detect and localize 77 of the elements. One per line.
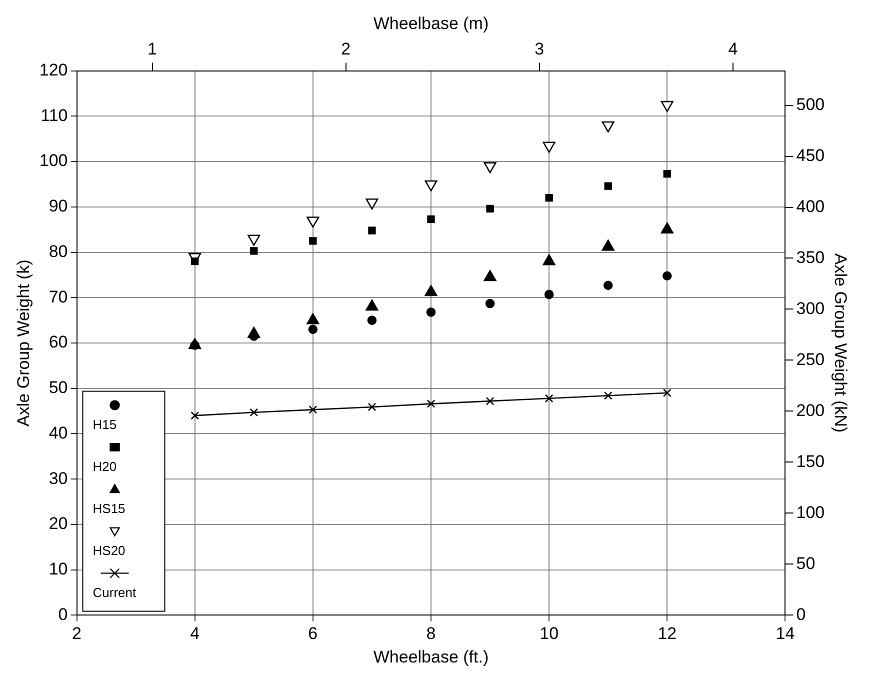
- y-tick-label: 40: [48, 423, 68, 442]
- y2-tick-label: 400: [796, 196, 825, 216]
- legend-label: H20: [92, 458, 117, 474]
- legend-label: Current: [92, 584, 136, 600]
- point: [368, 226, 376, 234]
- x2-axis-title: Wheelbase (m): [373, 14, 489, 33]
- point: [544, 394, 554, 403]
- x-tick-label: 12: [658, 624, 677, 644]
- point: [248, 234, 260, 246]
- point: [366, 198, 378, 210]
- legend-label: H15: [92, 416, 117, 432]
- y-tick-label: 120: [39, 60, 68, 80]
- point: [250, 247, 258, 255]
- point: [190, 411, 200, 420]
- y-tick-label: 0: [58, 604, 68, 624]
- point: [367, 316, 377, 325]
- point: [308, 324, 318, 334]
- point: [663, 170, 671, 178]
- legend-label: HS15: [92, 500, 126, 516]
- point: [604, 182, 612, 190]
- y2-tick-label: 50: [796, 554, 816, 573]
- point: [486, 396, 494, 406]
- y2-tick-label: 500: [796, 94, 825, 114]
- point: [424, 180, 438, 192]
- point: [308, 406, 318, 414]
- y2-tick-label: 300: [796, 298, 825, 318]
- y2-tick-label: 450: [796, 146, 825, 165]
- y-tick-label: 110: [40, 106, 68, 125]
- y-tick-label: 30: [48, 468, 68, 488]
- y-axis-title: Axle Group Weight (k): [14, 260, 33, 426]
- y-tick-label: 60: [48, 332, 68, 352]
- point: [545, 194, 553, 202]
- y-tick-label: 90: [48, 196, 68, 216]
- point: [426, 400, 436, 408]
- x2-tick-label: 2: [341, 39, 351, 58]
- y2-tick-label: 350: [796, 248, 825, 267]
- y-tick-label: 100: [39, 151, 68, 170]
- point: [426, 308, 436, 317]
- x-tick-label: 6: [308, 624, 318, 644]
- point: [427, 215, 435, 223]
- y2-tick-label: 100: [796, 502, 825, 522]
- x2-tick-label: 3: [534, 39, 544, 58]
- y-tick-label: 50: [48, 378, 68, 398]
- x-tick-label: 2: [72, 624, 82, 644]
- y2-axis-title: Axle Group Weight (kN): [831, 253, 850, 433]
- y2-tick-label: 0: [796, 604, 806, 624]
- point: [660, 100, 674, 112]
- point: [485, 298, 495, 308]
- x-tick-label: 14: [776, 624, 795, 644]
- x-tick-label: 8: [426, 624, 436, 644]
- x-tick-label: 10: [540, 624, 559, 644]
- x-tick-label: 4: [190, 624, 200, 644]
- y2-tick-label: 150: [796, 452, 825, 471]
- y-tick-label: 70: [48, 287, 68, 306]
- point: [544, 290, 554, 300]
- legend-label: HS20: [92, 542, 126, 558]
- point: [603, 280, 613, 290]
- y2-tick-label: 250: [796, 350, 825, 369]
- y2-tick-label: 200: [796, 400, 825, 420]
- point: [250, 408, 258, 417]
- x2-tick-label: 4: [728, 39, 738, 58]
- x-axis-title: Wheelbase (ft.): [373, 647, 489, 666]
- point: [191, 258, 199, 266]
- x2-tick-label: 1: [148, 39, 157, 58]
- y-tick-label: 80: [48, 242, 68, 261]
- point: [542, 142, 556, 153]
- point: [368, 402, 376, 412]
- point: [309, 237, 317, 245]
- point: [602, 121, 614, 132]
- point: [604, 391, 612, 400]
- y-tick-label: 20: [48, 514, 68, 534]
- point: [662, 388, 672, 398]
- point: [486, 204, 494, 213]
- y-tick-label: 10: [48, 560, 68, 579]
- point: [484, 162, 496, 174]
- point: [306, 216, 320, 228]
- point: [662, 271, 672, 281]
